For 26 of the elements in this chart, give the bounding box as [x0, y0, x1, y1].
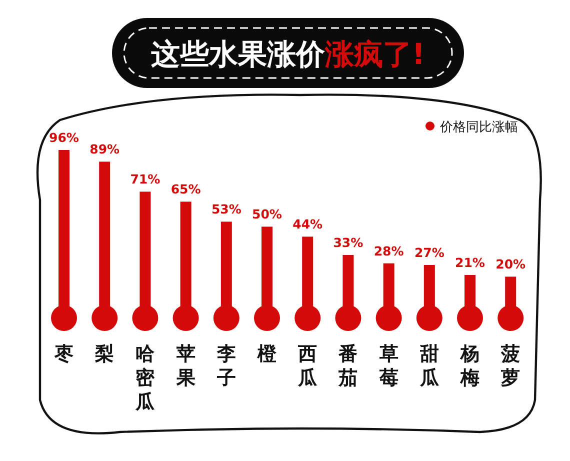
value-label: 21%: [455, 255, 485, 270]
value-label: 50%: [252, 206, 282, 222]
value-label: 53%: [211, 202, 242, 217]
x-tick-label: 番茄: [338, 343, 358, 389]
x-tick-label: 李子: [216, 343, 236, 389]
value-label: 33%: [333, 235, 364, 250]
value-label: 44%: [292, 216, 323, 232]
value-label: 20%: [496, 256, 526, 272]
x-tick-label: 苹果: [175, 343, 196, 389]
value-label: 65%: [170, 182, 201, 197]
chart-title: 这些水果涨价涨疯了!: [150, 37, 426, 71]
x-tick-label: 橙: [256, 343, 278, 365]
x-tick-label: 梨: [94, 343, 114, 365]
x-tick-label: 哈密瓜: [134, 343, 156, 413]
legend: 价格同比涨幅: [426, 120, 518, 135]
x-tick-label: 杨梅: [460, 343, 480, 389]
value-label: 28%: [374, 243, 404, 258]
value-label: 71%: [130, 172, 160, 187]
x-tick-label: 菠萝: [500, 343, 520, 389]
x-tick-label: 草莓: [378, 343, 398, 389]
value-label: 27%: [414, 245, 444, 260]
value-label: 96%: [49, 130, 79, 145]
x-tick-label: 枣: [54, 343, 74, 365]
x-tick-label: 西瓜: [297, 343, 318, 389]
x-tick-label: 甜瓜: [418, 343, 440, 389]
value-label: 89%: [90, 142, 120, 157]
